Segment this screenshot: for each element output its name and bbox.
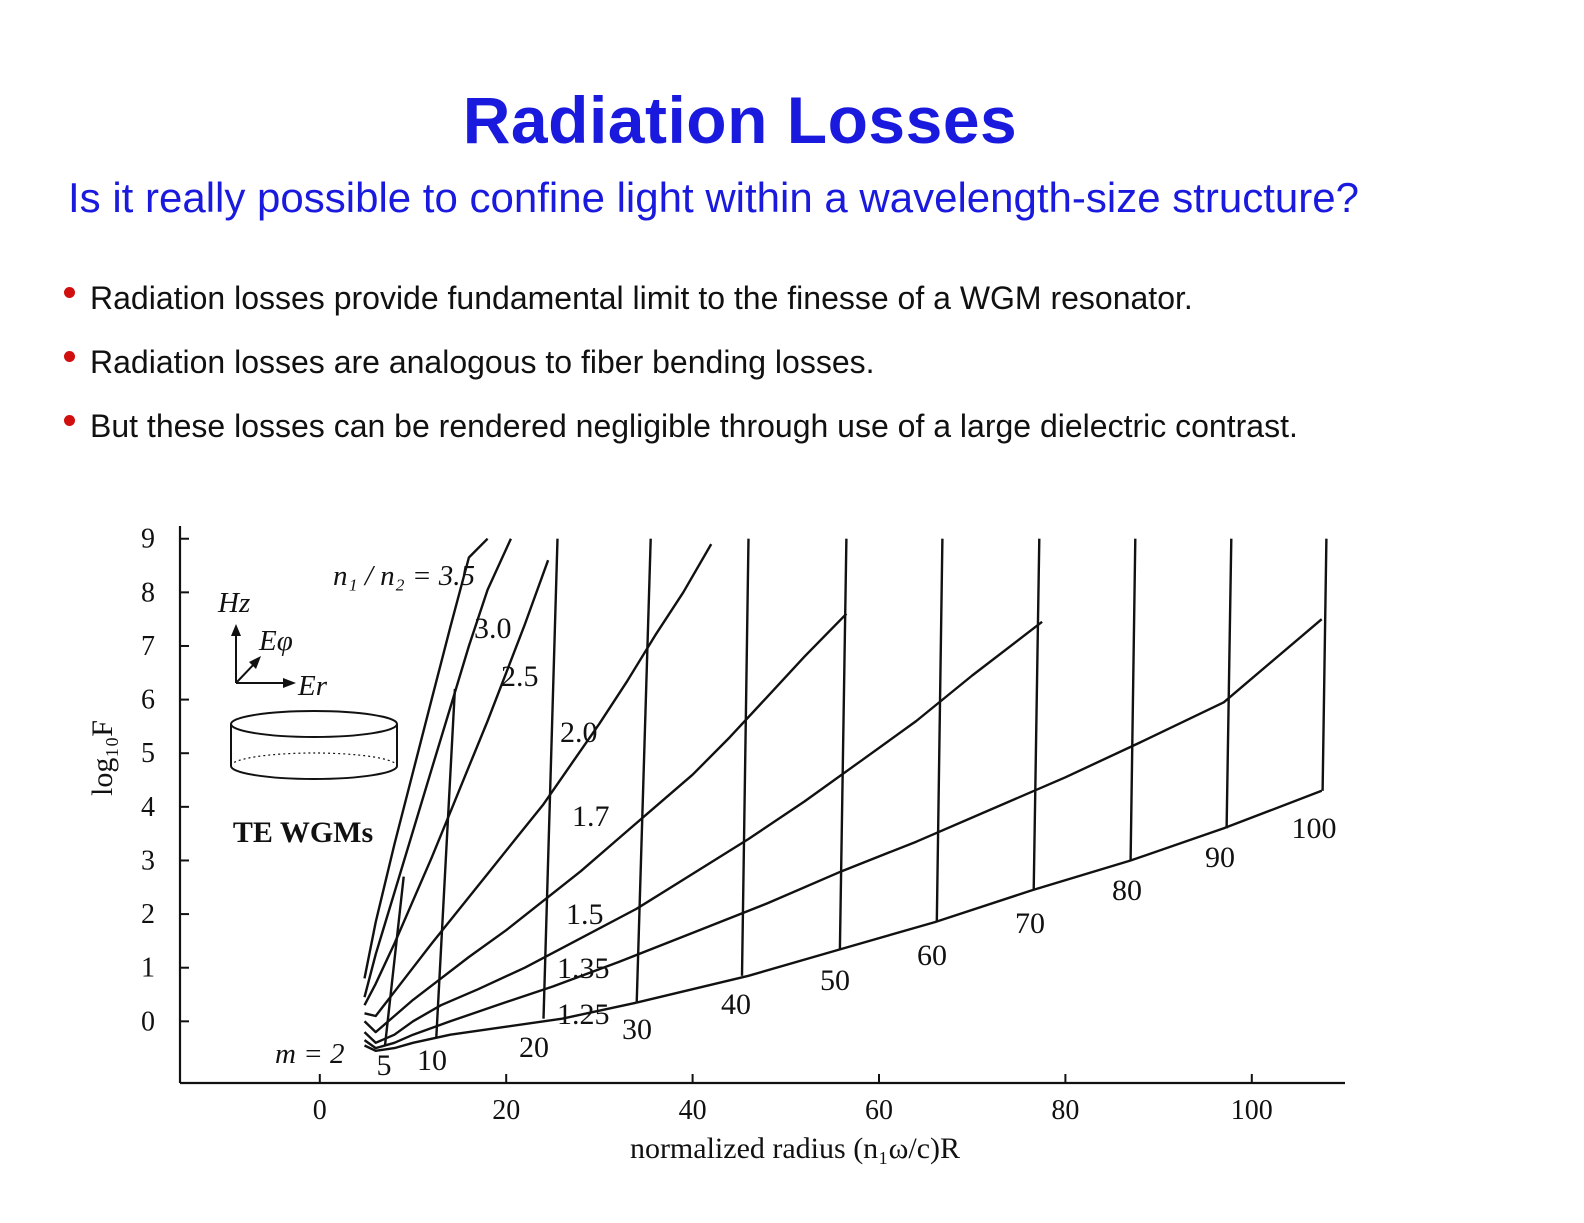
x-tick-label: 100 (1231, 1095, 1273, 1126)
slide-subtitle: Is it really possible to confine light w… (68, 174, 1359, 221)
series-label-1-25: 1.25 (557, 998, 610, 1031)
mode-label-m80: 80 (1112, 874, 1142, 907)
series-line-1-35 (363, 618, 1323, 1050)
chart-curves (363, 537, 1323, 1052)
radiation-loss-chart: 0 20 40 60 80 100 0 1 2 3 4 5 6 7 8 9 normalized radius … (86, 524, 1345, 1165)
mode-label-m100: 100 (1292, 812, 1337, 845)
chart-labels: 3.0 2.5 2.0 1.7 1.5 1.35 1.25 n₁ / n₂ = 3.5 5 10 2… (275, 560, 1337, 1082)
bullet-text: Radiation losses are analogous to fiber … (90, 344, 875, 380)
mode-line-m5 (383, 876, 405, 1046)
chart-axes: 0 20 40 60 80 100 0 1 2 3 4 5 6 7 8 9 normalized radius … (86, 524, 1345, 1165)
hz-arrow-head (231, 624, 241, 636)
series-line-1-25 (363, 1001, 637, 1052)
mode-label-m30: 30 (622, 1013, 652, 1046)
series-line-3-5 (363, 537, 489, 979)
bullet-icon (64, 415, 75, 426)
inset-caption: TE WGMs (233, 816, 373, 849)
ephi-label: Eφ (258, 625, 293, 657)
mode-label-m40: 40 (721, 988, 751, 1021)
y-tick-label: 7 (141, 631, 155, 662)
y-tick-label: 5 (141, 738, 155, 769)
series-line-1-25-envelope (636, 789, 1323, 1004)
mode-line-m10 (435, 688, 457, 1038)
mode-line-m80 (1129, 538, 1137, 861)
mode-label-m2: m = 2 (275, 1038, 345, 1070)
bullet-icon (64, 287, 75, 298)
x-tick-label: 20 (492, 1095, 520, 1126)
mode-label-m50: 50 (820, 964, 850, 997)
mode-label-m70: 70 (1015, 907, 1045, 940)
mode-line-m60 (935, 538, 944, 923)
mode-line-m70 (1032, 538, 1041, 891)
mode-line-m50 (838, 538, 848, 949)
disk-bottom-front (230, 765, 398, 780)
disk-bottom-back (230, 752, 398, 767)
series-group-label: n₁ / n₂ = 3.5 (333, 560, 475, 592)
series-label-1-7: 1.7 (572, 800, 610, 833)
series-label-1-5: 1.5 (566, 898, 604, 931)
disk-top (230, 710, 398, 738)
chart-mode-lines (383, 538, 1328, 1046)
bullet-text: Radiation losses provide fundamental lim… (90, 280, 1193, 316)
series-label-3-0: 3.0 (474, 612, 512, 645)
mode-label-m5: 5 (377, 1049, 392, 1082)
series-label-2-0: 2.0 (560, 716, 598, 749)
series-line-3-0 (363, 538, 512, 998)
x-tick-label: 40 (679, 1095, 707, 1126)
mode-line-m90 (1225, 538, 1233, 829)
mode-label-m20: 20 (519, 1031, 549, 1064)
mode-line-m100 (1321, 538, 1328, 791)
y-tick-label: 2 (141, 899, 155, 930)
x-tick-label: 0 (313, 1095, 327, 1126)
y-tick-label: 9 (141, 524, 155, 555)
bullet-item: Radiation losses are analogous to fiber … (62, 340, 1298, 404)
series-label-1-35: 1.35 (557, 952, 610, 985)
series-line-2-0 (364, 543, 713, 1018)
ephi-arrow-head (249, 656, 261, 669)
y-tick-label: 1 (141, 953, 155, 984)
y-tick-label: 8 (141, 577, 155, 608)
er-arrow-head (283, 678, 296, 688)
mode-line-m40 (740, 538, 750, 976)
mode-line-m30 (635, 538, 652, 1003)
mode-label-m90: 90 (1205, 841, 1235, 874)
mode-label-m60: 60 (917, 939, 947, 972)
y-tick-label: 6 (141, 685, 155, 716)
bullet-item: Radiation losses provide fundamental lim… (62, 276, 1298, 340)
er-label: Er (297, 670, 328, 702)
x-tick-label: 80 (1051, 1095, 1079, 1126)
series-label-2-5: 2.5 (501, 660, 539, 693)
bullet-icon (64, 351, 75, 362)
slide-title: Radiation Losses (462, 83, 1018, 157)
series-line-2-5 (363, 559, 550, 1006)
mode-label-m10: 10 (417, 1044, 447, 1077)
y-axis-label: log₁₀F (86, 720, 119, 796)
hz-label: Hz (217, 587, 250, 619)
bullet-text: But these losses can be rendered negligi… (90, 408, 1298, 444)
mode-line-m20 (542, 538, 559, 1019)
x-tick-label: 60 (865, 1095, 893, 1126)
series-line-1-7 (363, 612, 848, 1034)
bullet-item: But these losses can be rendered negligi… (62, 404, 1298, 468)
bullet-list: Radiation losses provide fundamental lim… (62, 276, 1298, 468)
x-axis-label: normalized radius (n₁ω/c)R (630, 1132, 960, 1165)
y-tick-label: 4 (141, 792, 155, 823)
y-tick-label: 3 (141, 845, 155, 876)
series-line-1-5 (363, 620, 1043, 1044)
y-tick-label: 0 (141, 1006, 155, 1037)
